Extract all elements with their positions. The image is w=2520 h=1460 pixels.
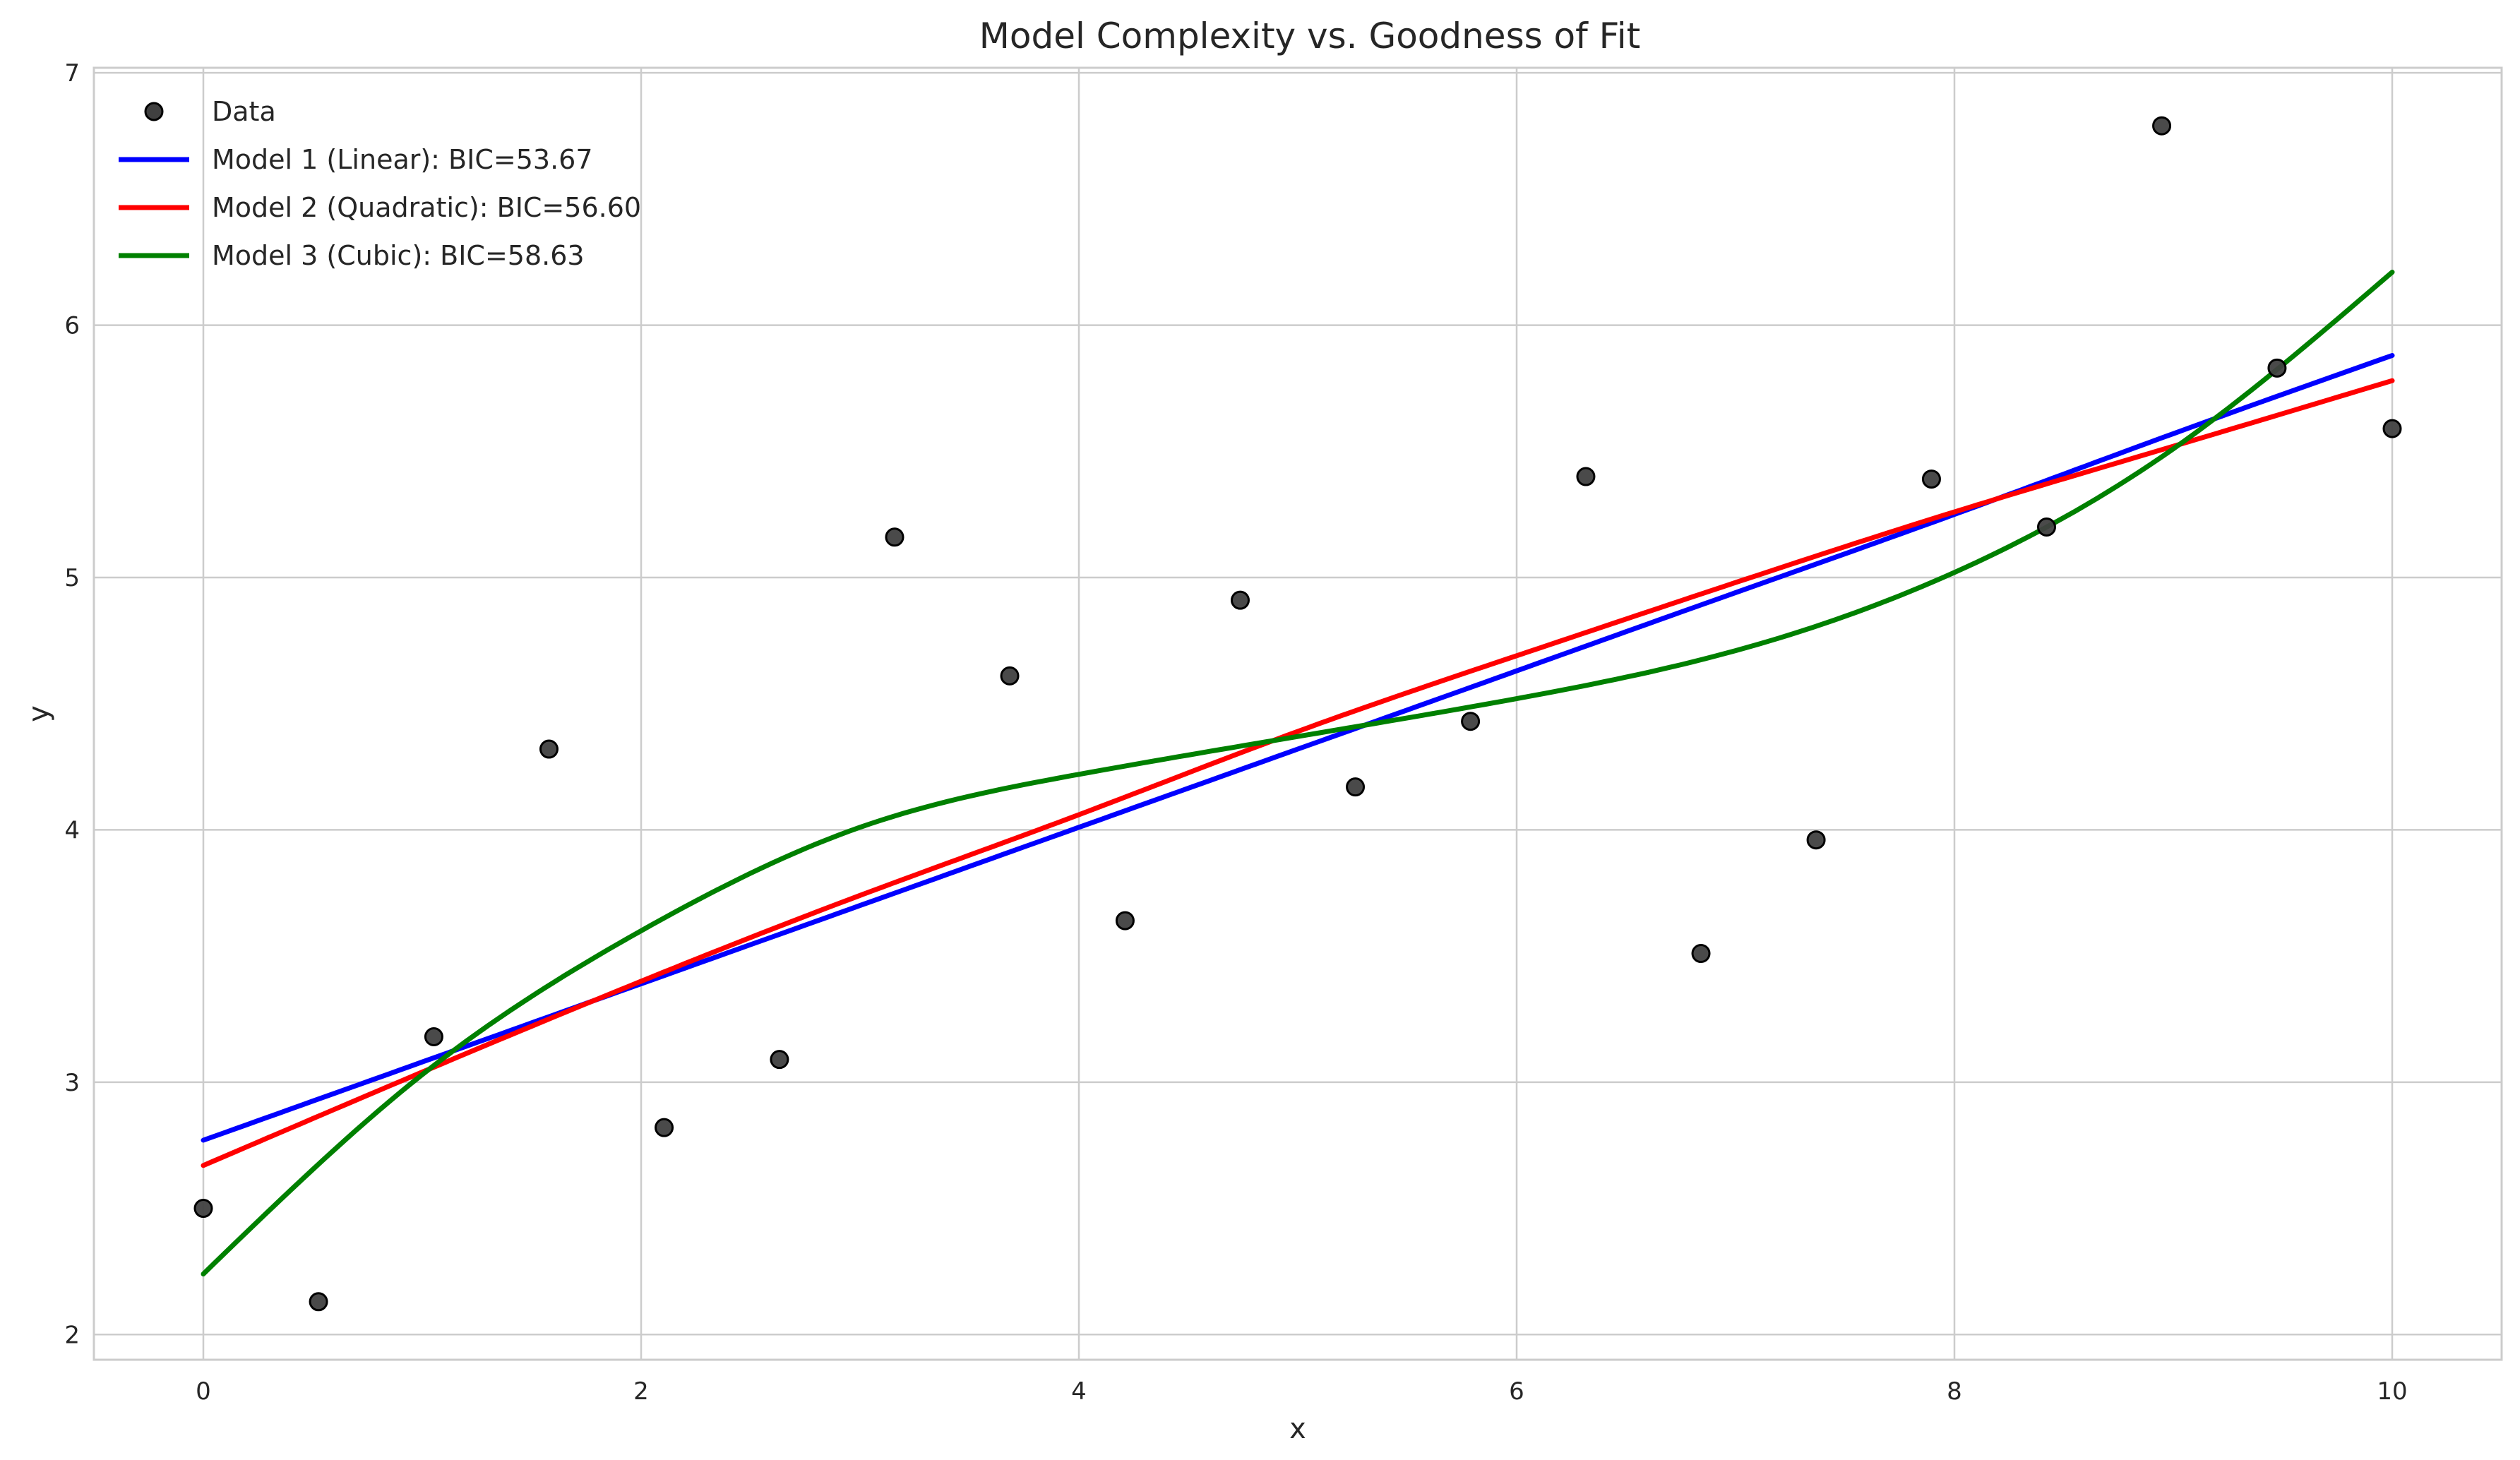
y-axis-label: y [23, 705, 55, 722]
series-lines [201, 270, 2395, 1276]
x-tick-label: 0 [196, 1377, 211, 1406]
y-tick-label: 3 [64, 1069, 80, 1097]
y-tick-label: 6 [64, 312, 80, 340]
data-point [1691, 944, 1711, 964]
legend: Data Model 1 (Linear): BIC=53.67 Model 2 (… [119, 96, 641, 271]
chart-title: Model Complexity vs. Goodness of Fit [979, 16, 1641, 56]
data-point [193, 1199, 213, 1219]
data-point [1115, 911, 1135, 931]
plot-background [94, 68, 2502, 1360]
series-line-cubic [201, 270, 2395, 1276]
x-tick-label: 8 [1947, 1377, 1962, 1406]
legend-label-data: Data [212, 96, 276, 127]
x-tick-label: 10 [2377, 1377, 2407, 1406]
data-point [309, 1292, 328, 1312]
legend-marker-data [144, 102, 164, 121]
data-point [2267, 358, 2287, 378]
data-point [1461, 712, 1481, 731]
x-axis-label: x [1289, 1413, 1306, 1445]
x-tick-labels: 0 2 4 6 8 10 [196, 1377, 2407, 1406]
data-point [2382, 419, 2402, 438]
series-line-quadratic [201, 378, 2395, 1168]
data-point [655, 1118, 674, 1137]
data-point [2152, 116, 2172, 136]
data-point [885, 527, 904, 547]
x-tick-label: 4 [1071, 1377, 1087, 1406]
y-tick-label: 7 [64, 59, 80, 88]
data-point [1000, 666, 1020, 686]
data-point [539, 739, 559, 759]
legend-label-quadratic: Model 2 (Quadratic): BIC=56.60 [212, 192, 641, 223]
y-tick-label: 4 [64, 816, 80, 844]
legend-label-cubic: Model 3 (Cubic): BIC=58.63 [212, 240, 585, 271]
y-tick-labels: 2 3 4 5 6 7 [64, 59, 80, 1349]
y-tick-label: 5 [64, 564, 80, 592]
data-point [1230, 590, 1250, 610]
data-point [1576, 467, 1596, 486]
data-point [1921, 469, 1941, 489]
axes-frame [92, 66, 2503, 1361]
x-tick-label: 2 [633, 1377, 649, 1406]
data-point [770, 1050, 789, 1070]
data-point [1346, 777, 1366, 797]
plot-area: 0 2 4 6 8 10 2 3 4 5 6 7 [64, 59, 2503, 1406]
gridlines [94, 68, 2502, 1360]
x-tick-label: 6 [1509, 1377, 1524, 1406]
legend-label-linear: Model 1 (Linear): BIC=53.67 [212, 144, 593, 175]
data-point [1806, 830, 1826, 850]
data-point [2037, 517, 2057, 537]
scatter-points [193, 116, 2402, 1312]
y-tick-label: 2 [64, 1321, 80, 1349]
data-point [424, 1027, 443, 1046]
